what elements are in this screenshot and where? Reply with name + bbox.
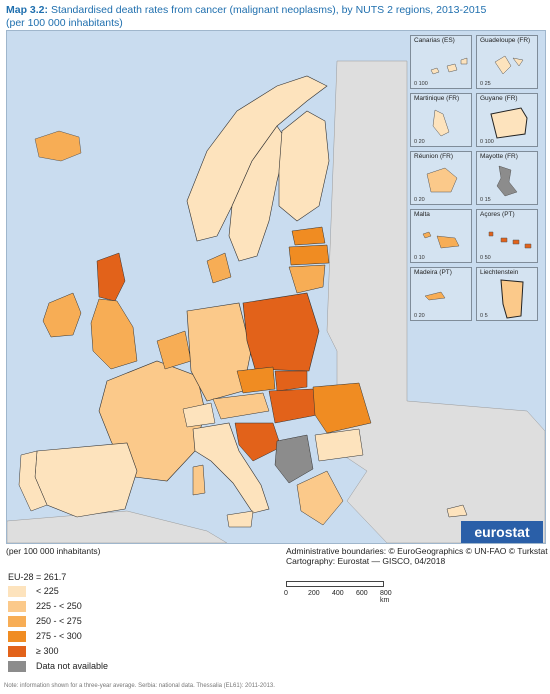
eurostat-logo: eurostat [461, 521, 543, 543]
inset-scale: 0 25 [480, 81, 491, 87]
inset-label: Mayotte (FR) [480, 153, 518, 160]
scale-tick-label: 200 [308, 590, 320, 597]
footnote: Note: information shown for a three-year… [4, 683, 275, 689]
legend-item: < 225 [8, 585, 208, 600]
scale-tick-label: 0 [284, 590, 288, 597]
legend-label: 225 - < 250 [36, 601, 82, 611]
scale-tick-label: 800 km [380, 590, 392, 604]
region-austria [212, 392, 270, 420]
legend-label: 250 - < 275 [36, 616, 82, 626]
credits: Administrative boundaries: © EuroGeograp… [286, 546, 548, 566]
region-portugal [18, 450, 48, 512]
legend-item: ≥ 300 [8, 645, 208, 660]
legend: < 225 225 - < 250 250 - < 275 275 - < 300 ≥ … [8, 585, 208, 675]
scale-tick-label: 400 [332, 590, 344, 597]
legend-swatch [8, 631, 26, 642]
inset-malta: Malta 0 10 [410, 209, 472, 263]
legend-swatch [8, 661, 26, 672]
inset-label: Açores (PT) [480, 211, 515, 218]
legend-swatch [8, 646, 26, 657]
inset-label: Malta [414, 211, 430, 218]
title-prefix: Map 3.2: [6, 4, 49, 16]
region-romania [312, 382, 372, 434]
region-croatia [234, 422, 282, 462]
scale-bar-line [286, 581, 384, 587]
region-finland [278, 110, 330, 222]
region-greece [296, 470, 344, 526]
legend-item: 250 - < 275 [8, 615, 208, 630]
inset-madeira: Madeira (PT) 0 20 [410, 267, 472, 321]
region-czechia [236, 366, 276, 394]
inset-label: Guyane (FR) [480, 95, 518, 102]
units-note: (per 100 000 inhabitants) [6, 546, 101, 556]
legend-swatch [8, 586, 26, 597]
region-norway [186, 75, 328, 242]
scale-tick-label: 600 [356, 590, 368, 597]
region-estonia [291, 226, 326, 246]
map-title: Map 3.2: Standardised death rates from c… [6, 4, 546, 17]
region-spain [34, 442, 138, 518]
legend-label: ≥ 300 [36, 646, 59, 656]
region-lithuania [288, 264, 326, 294]
boundaries-note: Administrative boundaries: © EuroGeograp… [286, 546, 548, 556]
legend-item: Data not available [8, 660, 208, 675]
inset-guadeloupe: Guadeloupe (FR) 0 25 [476, 35, 538, 89]
non-eu-land-east [326, 60, 545, 543]
inset-label: Martinique (FR) [414, 95, 460, 102]
inset-scale: 0 10 [414, 255, 425, 261]
map-subtitle: (per 100 000 inhabitants) [6, 17, 123, 29]
region-bulgaria [314, 428, 364, 462]
region-slovakia [274, 370, 308, 392]
legend-item: 225 - < 250 [8, 600, 208, 615]
region-sweden [228, 125, 288, 262]
inset-label: Canarias (ES) [414, 37, 455, 44]
inset-acores: Açores (PT) 0 50 [476, 209, 538, 263]
inset-canarias: Canarias (ES) 0 100 [410, 35, 472, 89]
region-iceland [34, 130, 82, 162]
inset-label: Madeira (PT) [414, 269, 452, 276]
europe-map [7, 60, 545, 543]
non-eu-land-southwest [7, 510, 228, 543]
legend-label: < 225 [36, 586, 59, 596]
inset-scale: 0 50 [480, 255, 491, 261]
legend-swatch [8, 616, 26, 627]
region-poland [242, 292, 320, 372]
inset-scale: 0 5 [480, 313, 488, 319]
inset-scale: 0 100 [414, 81, 428, 87]
region-sicily [226, 510, 254, 528]
region-ireland [42, 292, 82, 338]
inset-label: Réunion (FR) [414, 153, 454, 160]
inset-scale: 0 20 [414, 139, 425, 145]
legend-item: 275 - < 300 [8, 630, 208, 645]
region-hungary [268, 388, 318, 424]
inset-scale: 0 20 [414, 313, 425, 319]
cartography-note: Cartography: Eurostat — GISCO, 04/2018 [286, 556, 446, 566]
inset-liechtenstein: Liechtenstein 0 5 [476, 267, 538, 321]
legend-swatch [8, 601, 26, 612]
region-uk-england [90, 298, 138, 370]
inset-reunion: Réunion (FR) 0 20 [410, 151, 472, 205]
region-cyprus [446, 504, 468, 518]
inset-label: Liechtenstein [480, 269, 519, 276]
region-denmark [206, 252, 232, 284]
inset-scale: 0 20 [414, 197, 425, 203]
inset-scale: 0 15 [480, 197, 491, 203]
inset-mayotte: Mayotte (FR) 0 15 [476, 151, 538, 205]
inset-scale: 0 100 [480, 139, 494, 145]
eu-average: EU-28 = 261.7 [8, 572, 67, 582]
inset-guyane: Guyane (FR) 0 100 [476, 93, 538, 147]
region-western-balkans [274, 434, 314, 484]
region-italy [192, 422, 270, 514]
region-uk-scotland [96, 252, 126, 302]
region-switzerland [182, 402, 216, 428]
title-text: Standardised death rates from cancer (ma… [50, 4, 487, 16]
inset-martinique: Martinique (FR) 0 20 [410, 93, 472, 147]
inset-label: Guadeloupe (FR) [480, 37, 531, 44]
region-latvia [288, 244, 330, 266]
region-sardinia [192, 464, 206, 496]
map-frame: Canarias (ES) 0 100 Guadeloupe (FR) 0 25 M… [6, 30, 546, 544]
legend-label: Data not available [36, 661, 109, 671]
inset-maps: Canarias (ES) 0 100 Guadeloupe (FR) 0 25 M… [410, 35, 540, 399]
legend-label: 275 - < 300 [36, 631, 82, 641]
